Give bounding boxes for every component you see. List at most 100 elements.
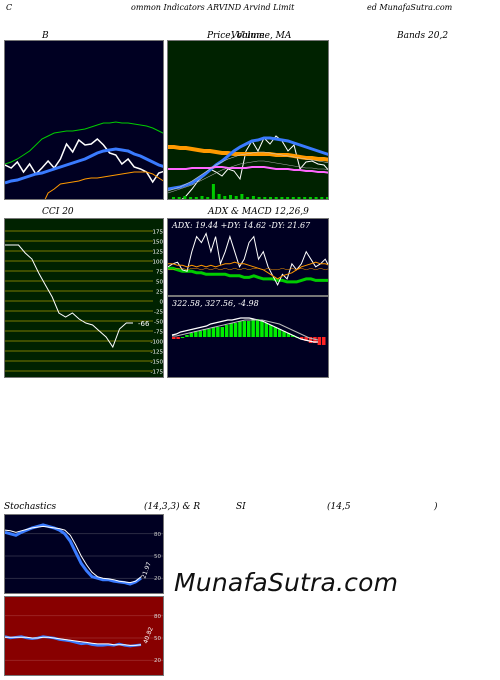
cci-chart: 175 150 125 100 75 50 25 0 -25 -50 -75 -100 -125 -150… [5, 230, 164, 376]
bollinger-line-2 [5, 121, 163, 165]
stoch-title-c: SI [236, 502, 246, 512]
cci-tick-label-14: -175 [151, 370, 164, 376]
price-line-0 [181, 135, 328, 199]
price-title: Price, Volume, MA [207, 31, 292, 41]
macd-hist-bar-2 [180, 337, 185, 338]
macd-hist-bar-31 [308, 337, 313, 343]
cci-tick-label-3: 100 [153, 260, 164, 266]
macd-hist-bar-1 [176, 337, 180, 339]
volume-bar-3 [189, 197, 193, 199]
rsi-tick-label-1: 50 [154, 636, 161, 642]
bollinger-line-1 [5, 147, 163, 185]
macd-hist-bar-8 [207, 329, 211, 337]
cci-tick-label-10: -75 [154, 330, 163, 336]
macd-hist-bar-20 [260, 321, 264, 337]
macd-hist-bar-11 [220, 327, 224, 337]
cci-tick-label-11: -100 [151, 340, 164, 346]
price-line-2 [168, 136, 328, 191]
header-left: C [6, 3, 13, 12]
cci-tick-label-9: -50 [154, 320, 163, 326]
adx-macd-title: ADX & MACD 12,26,9 [208, 207, 309, 217]
bollinger-line-3 [44, 171, 163, 199]
bollinger-line-0 [5, 137, 163, 184]
cci-tick-label-13: -150 [151, 360, 164, 366]
stoch-title-b: (14,3,3) & R [144, 502, 201, 512]
volume-bar-13 [246, 197, 250, 199]
stoch-title-d: (14,5 [327, 502, 351, 512]
macd-hist-bar-18 [251, 319, 255, 337]
macd-hist-bar-29 [299, 337, 304, 339]
macd-hist-bar-19 [255, 319, 260, 337]
adx-dotted-line [168, 268, 328, 271]
macd-hist-bar-15 [238, 321, 242, 337]
header-title: ommon Indicators ARVIND Arvind Limit [131, 3, 295, 12]
rsi-panel: 80 50 20 40.82 [4, 596, 164, 676]
cci-tick-label-12: -125 [151, 350, 164, 356]
volume-bar-21 [291, 197, 295, 199]
volume-bar-8 [217, 194, 221, 199]
macd-hist-bar-33 [317, 337, 322, 345]
price-panel [167, 40, 329, 200]
macd-hist-bar-7 [202, 329, 207, 337]
volume-bar-22 [297, 197, 301, 199]
macd-hist-bar-34 [322, 337, 326, 345]
cci-tick-label-8: -25 [154, 310, 163, 316]
price-title-overlap: Volume [231, 31, 265, 41]
bands-title: Bands 20,2 [397, 31, 449, 41]
header-right: ed MunafaSutra.com [367, 3, 453, 12]
volume-bar-19 [280, 197, 284, 199]
macd-hist-bar-32 [313, 337, 317, 343]
bollinger-panel [4, 40, 164, 200]
adx-chart [168, 232, 328, 287]
volume-bar-24 [308, 197, 312, 199]
cci-last-label: -66 [138, 320, 150, 328]
bollinger-title: B [42, 31, 49, 41]
volume-bar-0 [172, 197, 175, 199]
rsi-tick-label-2: 20 [154, 658, 161, 664]
macd-hist-bar-9 [211, 327, 216, 337]
cci-tick-label-0: 175 [153, 230, 164, 236]
macd-hist-bar-30 [304, 337, 308, 341]
rsi-ma-line [5, 636, 142, 646]
volume-bar-23 [303, 197, 307, 199]
stoch-k-line [5, 523, 142, 586]
volume-bar-9 [223, 196, 227, 199]
macd-hist-bar-26 [286, 333, 291, 337]
macd-hist-bar-23 [273, 327, 277, 337]
cci-tick-label-7: 0 [160, 300, 164, 306]
price-ma-fan-a [168, 151, 328, 192]
price-ma-fan-b [168, 160, 328, 194]
volume-bar-12 [240, 194, 244, 199]
macd-label: 322.58, 327.56, -4.98 [172, 299, 259, 308]
macd-hist-bar-10 [216, 327, 220, 337]
stoch-tick-label-2: 20 [154, 576, 161, 582]
adx-line-0 [168, 266, 328, 284]
volume-bar-1 [177, 197, 181, 199]
macd-hist-bar-25 [282, 331, 286, 337]
volume-bar-2 [183, 196, 187, 199]
rsi-chart: 80 50 20 40.82 [5, 614, 163, 664]
cci-tick-label-2: 125 [153, 250, 164, 256]
rsi-line [5, 635, 142, 648]
macd-hist-bar-22 [269, 325, 273, 337]
adx-line-2 [168, 261, 328, 280]
cci-tick-label-5: 50 [156, 280, 163, 286]
macd-hist-bar-24 [277, 329, 282, 337]
macd-panel: 322.58, 327.56, -4.98 [167, 296, 329, 378]
price-chart [168, 135, 328, 199]
bollinger-chart [5, 121, 163, 199]
macd-hist-bar-27 [291, 335, 295, 337]
macd-hist-bar-16 [242, 321, 247, 337]
volume-bar-11 [234, 196, 238, 199]
volume-bar-16 [263, 197, 267, 199]
volume-bar-15 [257, 197, 261, 199]
volume-bar-27 [326, 197, 328, 199]
adx-panel: ADX: 19.44 +DY: 14.62 -DY: 21.67 [167, 218, 329, 296]
volume-bar-25 [314, 197, 318, 199]
cci-panel: 175 150 125 100 75 50 25 0 -25 -50 -75 -100 -125 -150… [4, 218, 164, 378]
macd-signal-line [172, 319, 319, 341]
price-line-1 [168, 145, 328, 162]
macd-hist-bar-17 [247, 321, 251, 337]
macd-hist-bar-4 [189, 333, 194, 337]
